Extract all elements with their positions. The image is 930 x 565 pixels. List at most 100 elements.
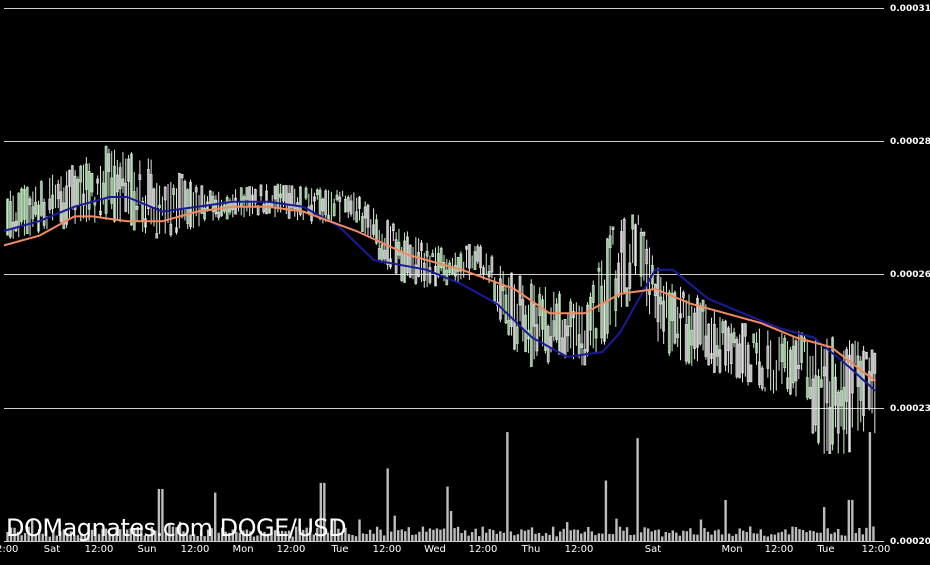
volume-bar	[245, 529, 249, 541]
candle-body	[434, 265, 437, 287]
volume-bar	[622, 530, 625, 541]
candle-body	[146, 169, 150, 209]
volume-bar	[157, 488, 161, 541]
candle-body	[710, 353, 713, 359]
candle-body	[242, 196, 246, 204]
candle-body	[37, 204, 40, 232]
candle-body	[107, 153, 111, 172]
candle-body	[101, 182, 105, 198]
candle-body	[797, 365, 801, 369]
candle-body	[859, 360, 863, 401]
candle-body	[220, 206, 223, 217]
volume-bar	[59, 531, 62, 541]
candle-body	[625, 287, 629, 307]
volume-bar	[819, 532, 822, 541]
candle-body	[121, 178, 125, 187]
candle-body	[836, 391, 840, 434]
candle-body	[811, 378, 815, 434]
volume-bar	[558, 531, 562, 541]
watermark: DOMagnates.com DOGE/USD	[6, 514, 346, 542]
volume-bar	[502, 532, 506, 541]
candle-body	[391, 223, 395, 232]
candle-body	[20, 188, 23, 222]
volume-bar	[302, 529, 305, 541]
volume-bar	[470, 532, 474, 541]
volume-bar	[868, 432, 872, 541]
y-axis: 0.00031 0.00028 0.00026 0.00023 0.00020	[890, 4, 930, 547]
volume-bar	[555, 536, 558, 541]
volume-bar	[256, 535, 259, 541]
moving-average-line	[3, 196, 876, 392]
volume-bar	[330, 529, 333, 541]
candle-body	[163, 186, 167, 201]
volume-bar	[397, 530, 400, 541]
x-tick-label: 12:00	[0, 544, 18, 555]
candle-body	[670, 293, 674, 321]
volume-bar	[30, 518, 34, 541]
candle-body	[79, 165, 83, 183]
volume-bar	[400, 529, 403, 541]
candle-body	[704, 335, 708, 357]
candle-body	[600, 285, 604, 339]
candle-body	[442, 262, 446, 274]
candle-body	[465, 245, 468, 250]
candle-body	[755, 342, 758, 354]
candle-body	[414, 264, 418, 284]
volume-bar	[580, 533, 583, 541]
volume-bar	[263, 531, 266, 541]
candle-body	[6, 198, 9, 236]
volume-bar	[675, 532, 678, 541]
candle-body	[822, 366, 826, 377]
candle-body	[580, 343, 584, 349]
volume-bar	[189, 534, 192, 541]
candle-body	[819, 379, 823, 388]
volume-bar	[657, 529, 660, 541]
volume-bar	[513, 535, 516, 541]
volume-bar	[646, 528, 650, 541]
volume-bar	[13, 527, 16, 541]
x-tick-label: Mon	[232, 544, 253, 555]
candle-body	[583, 348, 587, 366]
candle-body	[448, 262, 451, 274]
candle-body	[476, 246, 480, 262]
candle-body	[622, 218, 626, 292]
volume-bar	[386, 468, 389, 541]
volume-bar	[865, 527, 868, 541]
volume-bar	[766, 536, 770, 541]
volume-bar	[618, 526, 622, 541]
candle-body	[501, 285, 505, 291]
volume-bar	[446, 486, 449, 541]
candle-body	[403, 240, 406, 283]
volume-bar	[375, 526, 379, 541]
candle-body	[727, 327, 730, 352]
volume-bar	[541, 535, 544, 541]
x-tick-label: Sat	[645, 544, 661, 555]
volume-bar	[111, 534, 115, 541]
volume-bar	[854, 533, 858, 541]
y-tick-label: 0.00023	[890, 404, 930, 414]
candle-body	[217, 211, 221, 218]
candle-body	[870, 349, 874, 381]
candle-body	[34, 201, 38, 215]
volume-bar	[171, 526, 175, 541]
candle-body	[620, 231, 623, 253]
volume-bar	[428, 528, 432, 541]
volume-bar	[664, 531, 667, 541]
candle-body	[656, 275, 660, 323]
volume-bar	[689, 528, 692, 541]
volume-bar	[551, 526, 555, 541]
candle-body	[99, 210, 102, 216]
volume-bar	[847, 499, 850, 541]
volume-bar	[118, 529, 122, 541]
candle-body	[386, 220, 390, 265]
volume-bar	[861, 534, 865, 541]
candle-body	[62, 202, 66, 229]
volume-bar	[717, 529, 720, 541]
volume-bar	[104, 528, 108, 541]
volume-bar	[83, 535, 87, 541]
candle-body	[96, 178, 99, 184]
volume-bar	[280, 530, 284, 541]
candle-body	[172, 188, 176, 195]
candle-body	[110, 177, 114, 204]
volume-bar	[594, 535, 597, 541]
